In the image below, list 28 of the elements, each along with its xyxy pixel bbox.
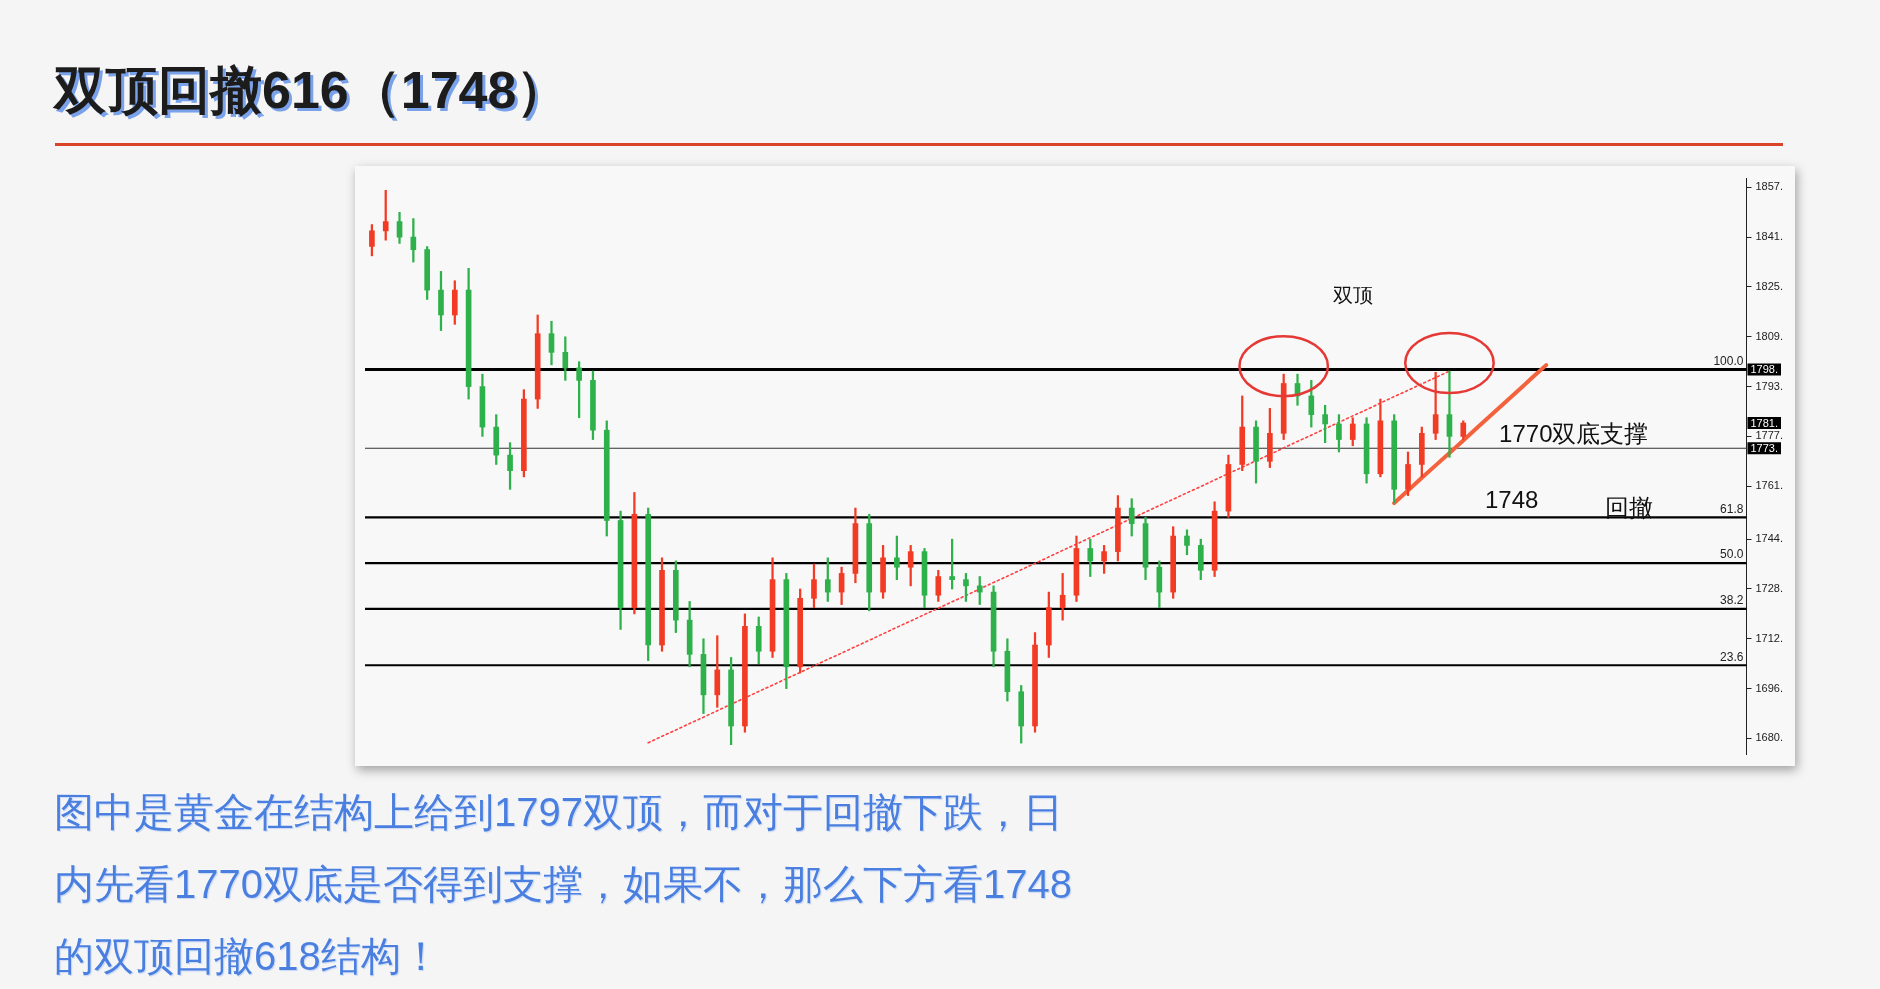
chart-title: 双顶回撤616（1748） [54, 60, 569, 121]
annotation: 1781. [1750, 416, 1778, 429]
line-series [647, 370, 1451, 744]
annotation: 双顶 [1332, 283, 1373, 306]
annotation: 61.8 [1720, 501, 1744, 516]
y-tick-label: 1777. [1755, 429, 1783, 442]
y-tick-label: 1857. [1755, 180, 1783, 193]
y-tick-label: 1696. [1755, 681, 1783, 694]
annotation: 1773. [1750, 441, 1778, 454]
y-tick-label: 1841. [1755, 230, 1783, 243]
candlestick [1446, 370, 1453, 458]
y-tick-label: 1680. [1755, 731, 1783, 744]
y-tick-label: 1728. [1755, 582, 1783, 595]
y-tick-label: 1744. [1755, 532, 1783, 545]
annotation: 50.0 [1720, 547, 1744, 562]
annotation: 38.2 [1720, 593, 1744, 608]
text: 图中是黄金在结构上给到1797双顶，而对于回撤下跌，日内先看1770双底是否得到支撑，如果不，那么下方看1748的双顶回撤618结构！ [54, 789, 1073, 980]
y-tick-label: 1712. [1755, 631, 1783, 644]
annotation: 1748 [1484, 486, 1539, 514]
annotation: 回撤 [1605, 493, 1654, 521]
y-tick-label: 1793. [1755, 379, 1783, 392]
y-tick-label: 1761. [1755, 479, 1783, 492]
y-tick-label: 1825. [1755, 280, 1783, 292]
y-tick-label: 1809. [1755, 329, 1783, 342]
annotation: 23.6 [1720, 649, 1744, 664]
annotation: 1770双底支撑 [1499, 420, 1649, 448]
annotation: 100.0 [1713, 353, 1744, 368]
annotation: 1798. [1750, 363, 1778, 376]
